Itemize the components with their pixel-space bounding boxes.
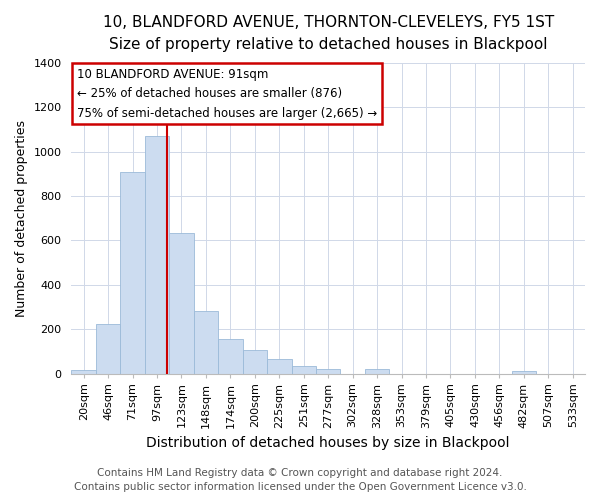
Text: Contains HM Land Registry data © Crown copyright and database right 2024.
Contai: Contains HM Land Registry data © Crown c…: [74, 468, 526, 492]
Bar: [218, 339, 242, 374]
Text: 10 BLANDFORD AVENUE: 91sqm
← 25% of detached houses are smaller (876)
75% of sem: 10 BLANDFORD AVENUE: 91sqm ← 25% of deta…: [77, 68, 377, 120]
Bar: [121, 172, 145, 374]
Title: 10, BLANDFORD AVENUE, THORNTON-CLEVELEYS, FY5 1ST
Size of property relative to d: 10, BLANDFORD AVENUE, THORNTON-CLEVELEYS…: [103, 15, 554, 52]
Bar: [71, 370, 96, 374]
Bar: [169, 232, 194, 374]
Bar: [292, 366, 316, 374]
Bar: [365, 369, 389, 374]
Bar: [145, 136, 169, 374]
Bar: [242, 350, 267, 374]
X-axis label: Distribution of detached houses by size in Blackpool: Distribution of detached houses by size …: [146, 436, 510, 450]
Bar: [316, 369, 340, 374]
Bar: [194, 312, 218, 374]
Y-axis label: Number of detached properties: Number of detached properties: [15, 120, 28, 317]
Bar: [512, 372, 536, 374]
Bar: [267, 359, 292, 374]
Bar: [96, 324, 121, 374]
